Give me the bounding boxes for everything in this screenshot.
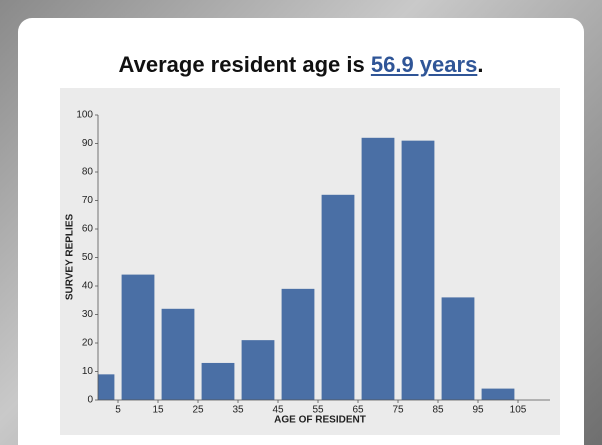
x-tick-label: 105 bbox=[510, 405, 527, 416]
y-tick-label: 0 bbox=[87, 395, 93, 406]
x-tick-label: 45 bbox=[272, 405, 284, 416]
y-tick-label: 60 bbox=[82, 224, 94, 235]
bar bbox=[481, 388, 515, 400]
bar bbox=[201, 362, 235, 400]
y-tick-label: 100 bbox=[76, 110, 93, 121]
y-tick-label: 20 bbox=[82, 338, 94, 349]
bar bbox=[361, 137, 395, 400]
bar bbox=[241, 340, 275, 400]
bar bbox=[441, 297, 475, 400]
y-tick-label: 80 bbox=[82, 167, 94, 178]
y-tick-label: 10 bbox=[82, 366, 94, 377]
x-tick-label: 75 bbox=[392, 405, 404, 416]
bar bbox=[161, 308, 195, 400]
y-tick-label: 30 bbox=[82, 309, 94, 320]
bars bbox=[98, 137, 515, 400]
x-tick-label: 25 bbox=[192, 405, 204, 416]
x-tick-label: 55 bbox=[312, 405, 324, 416]
x-tick-label: 15 bbox=[152, 405, 164, 416]
title-part: Average resident age is bbox=[118, 52, 365, 77]
x-tick-label: 95 bbox=[472, 405, 484, 416]
bar bbox=[281, 288, 315, 400]
x-tick-label: 35 bbox=[232, 405, 244, 416]
title-highlight: 56.9 years bbox=[370, 52, 478, 77]
x-tick-label: 85 bbox=[432, 405, 444, 416]
bar bbox=[321, 194, 355, 400]
y-tick-label: 50 bbox=[82, 252, 94, 263]
x-tick-label: 5 bbox=[115, 405, 121, 416]
x-tick-label: 65 bbox=[352, 405, 364, 416]
bar bbox=[401, 140, 435, 400]
title-part: . bbox=[477, 52, 484, 77]
slide-title: Average resident age is 56.9 years. bbox=[0, 52, 602, 78]
x-axis-label: AGE OF RESIDENT bbox=[274, 415, 366, 426]
bar bbox=[98, 374, 115, 400]
y-tick-label: 70 bbox=[82, 195, 94, 206]
y-tick-label: 40 bbox=[82, 281, 94, 292]
bar bbox=[121, 274, 155, 400]
y-tick-label: 90 bbox=[82, 138, 94, 149]
y-axis-label: SURVEY REPLIES bbox=[65, 214, 76, 301]
